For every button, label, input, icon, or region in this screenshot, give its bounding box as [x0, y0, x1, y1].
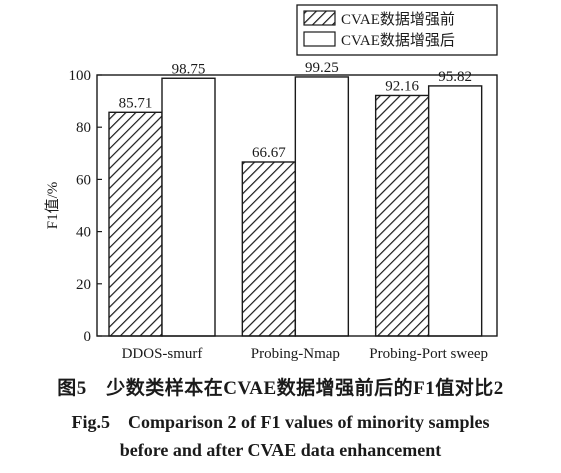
- bar-value-label: 99.25: [305, 60, 339, 76]
- bar: [374, 94, 430, 337]
- legend-label: CVAE数据增强前: [341, 11, 455, 28]
- legend-swatch: [303, 31, 336, 47]
- y-axis-label: F1值/%: [44, 182, 61, 230]
- bar-value-label: 98.75: [172, 61, 206, 77]
- bar-value-label: 66.67: [252, 145, 286, 161]
- bar: [161, 77, 216, 337]
- bar: [241, 161, 297, 337]
- x-tick-label: Probing-Nmap: [251, 346, 340, 362]
- bar: [108, 111, 163, 337]
- y-tick-label: 20: [76, 277, 91, 293]
- y-tick-label: 100: [69, 68, 92, 84]
- bar-value-label: 85.71: [119, 95, 153, 111]
- y-tick-label: 0: [84, 329, 92, 345]
- legend-label: CVAE数据增强后: [341, 32, 455, 49]
- figure-caption-chinese: 图5 少数类样本在CVAE数据增强前后的F1值对比2: [57, 378, 504, 399]
- y-tick-label: 80: [76, 120, 91, 136]
- figure-caption-english-line2: before and after CVAE data enhancement: [119, 440, 442, 460]
- bar-value-label: 92.16: [385, 78, 419, 94]
- bar-value-label: 95.82: [438, 69, 472, 85]
- x-tick-label: Probing-Port sweep: [369, 346, 488, 362]
- bar-chart: 85.71 98.75 DDOS-smurf 66.67 99.25 Probing-Nm…: [44, 4, 498, 362]
- figure-caption-english-line1: Fig.5 Comparison 2 of F1 values of minor…: [71, 412, 490, 432]
- plot-frame: [96, 74, 498, 337]
- bar: [294, 76, 350, 337]
- y-tick-label: 40: [76, 225, 91, 241]
- legend-swatch: [303, 10, 336, 26]
- y-tick-label: 60: [76, 172, 91, 188]
- x-tick-label: DDOS-smurf: [122, 346, 203, 362]
- bar: [427, 85, 483, 337]
